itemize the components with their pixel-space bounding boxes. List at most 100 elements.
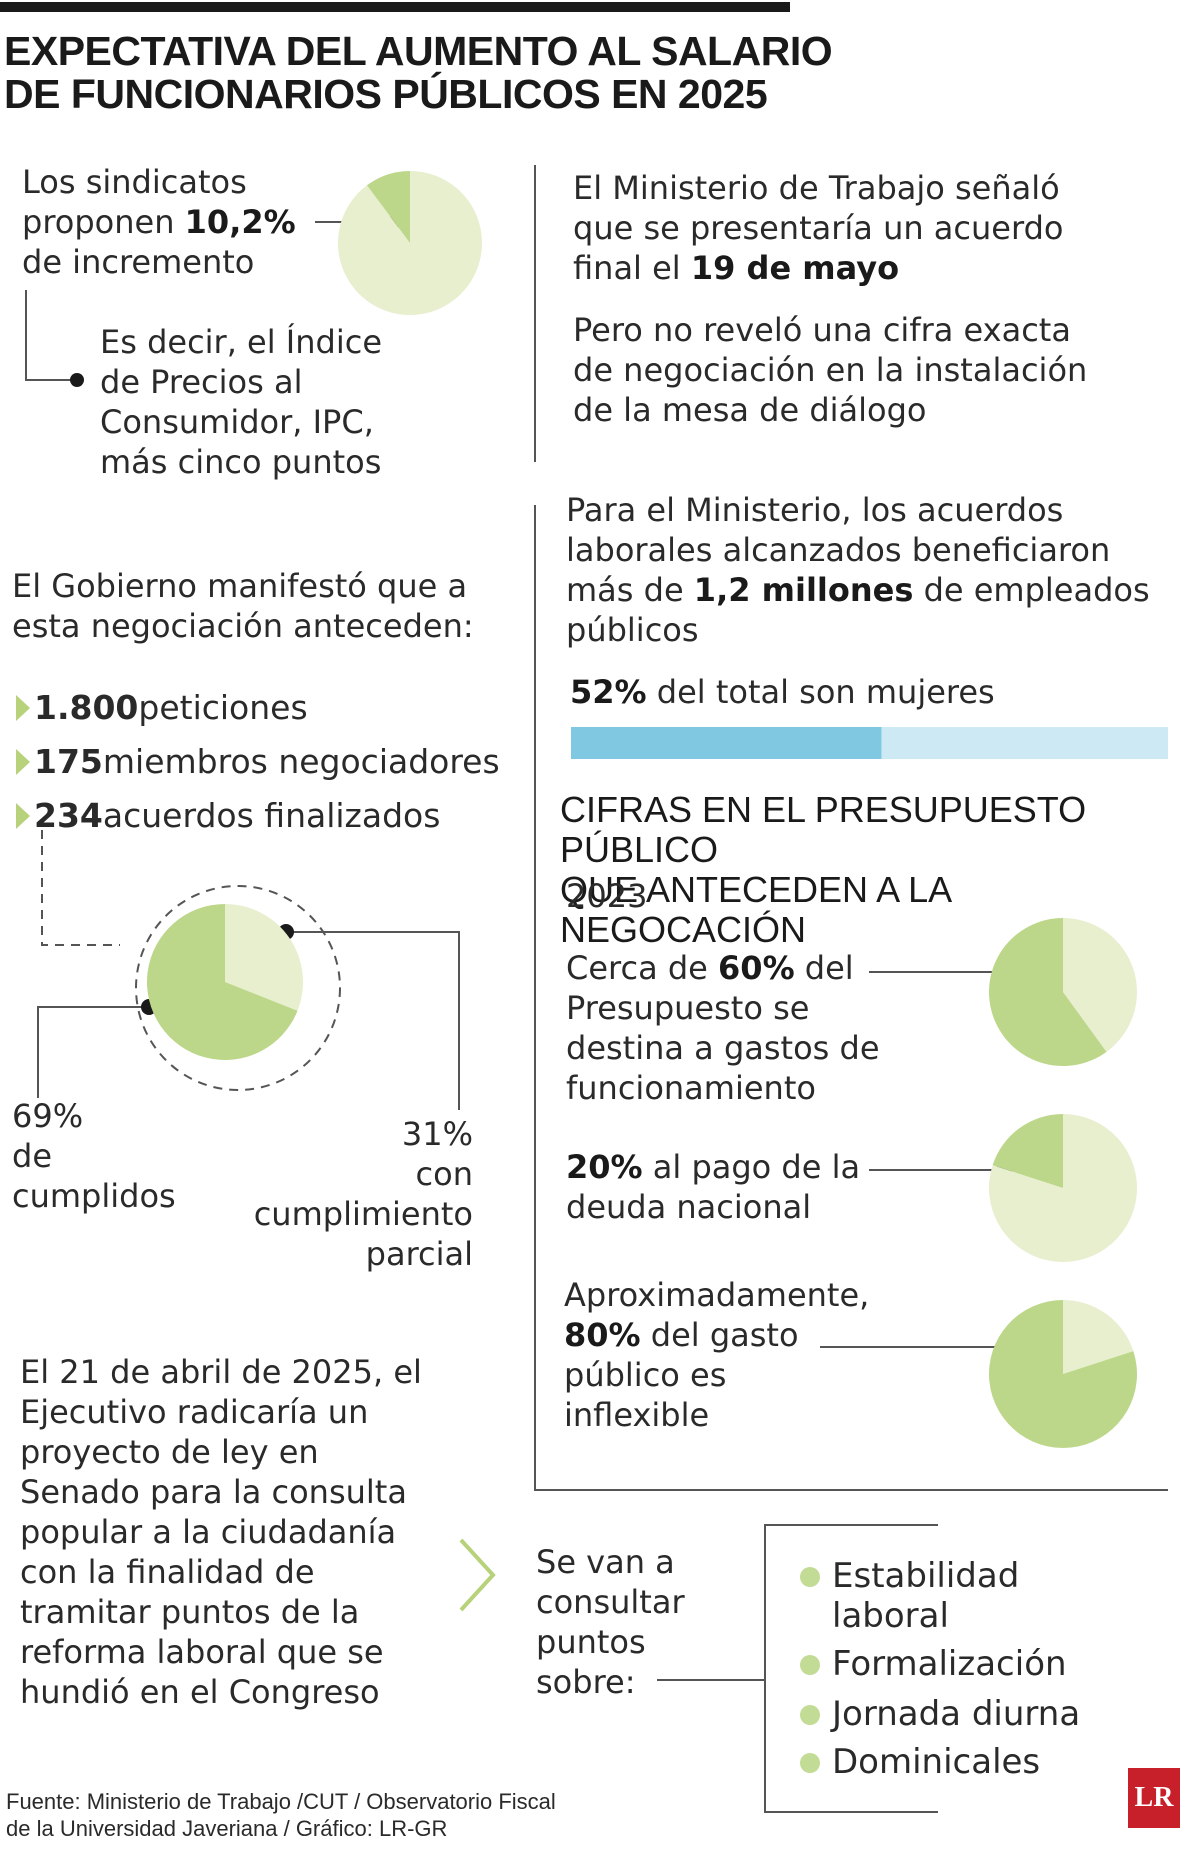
bullet-negotiators: 175 miembros negociadores [16,735,500,789]
bullet-agreements-number: 234 [34,796,103,835]
beneficiaries-line-4: públicos [566,611,699,649]
consult-topics: Estabilidad laboral Formalización Jornad… [800,1556,1090,1782]
partial-percentage: 31% [401,1115,473,1153]
budget-frame [534,505,1168,1491]
budget-item-2-post: al pago de la [642,1148,861,1186]
topic-label: Formalización [832,1644,1067,1684]
consult-lead-line-2: consultar [536,1583,685,1621]
government-line-1: El Gobierno manifestó que a [12,567,468,605]
budget-heading: CIFRAS EN EL PRESUPUESTO PÚBLICO QUE ANT… [560,790,1200,950]
topic-label: Dominicales [832,1742,1041,1782]
budget-year: 2023 [566,877,648,915]
bullet-agreements: 234 acuerdos finalizados [16,789,500,843]
agreements-pie-slice-partial [225,904,303,1011]
beneficiaries-count: 1,2 millones [693,571,914,609]
consult-lead-line-4: sobre: [536,1663,636,1701]
completed-line-2: de [12,1137,52,1175]
budget-item-2-percentage: 20% [566,1148,643,1186]
bullet-dot-icon [800,1753,820,1773]
ipc-line-1: Es decir, el Índice [100,323,382,361]
consult-lead: Se van a consultar puntos sobre: [536,1542,685,1702]
budget-item-3-line-2: 80% del gasto [564,1315,869,1355]
beneficiaries-text: Para el Ministerio, los acuerdos laboral… [566,490,1150,650]
ipc-line-4: más cinco puntos [100,443,382,481]
ministry-line-2: que se presentaría un acuerdo [573,209,1064,247]
partial-label: 31% con cumplimiento parcial [254,1114,473,1274]
bill-line-9: hundió en el Congreso [20,1673,380,1711]
consult-lead-line-1: Se van a [536,1543,675,1581]
partial-line-4: parcial [365,1235,473,1273]
topic-item: Jornada diurna [800,1694,1090,1734]
bullet-dot-icon [800,1705,820,1725]
budget-pie-inflexible-slice-rest [1063,1300,1134,1374]
unions-pie-slice-rest [337,171,482,315]
ministry-p2-line-1: Pero no reveló una cifra exacta [573,311,1071,349]
bullet-arrow-icon [16,803,30,829]
women-percentage: 52% [570,673,647,711]
partial-line-2: con [415,1155,473,1193]
budget-item-3-percentage: 80% [564,1316,641,1354]
bullet-dot-icon [800,1655,820,1675]
beneficiaries-line-3-pre: más de [566,571,694,609]
budget-item-2: 20% al pago de la deuda nacional [566,1147,860,1227]
bullet-arrow-icon [16,749,30,775]
government-text: El Gobierno manifestó que a esta negocia… [12,566,474,646]
title-line-2: DE FUNCIONARIOS PÚBLICOS EN 2025 [4,71,768,117]
budget-item-1: Cerca de 60% del Presupuesto se destina … [566,948,880,1108]
source-line-1: Fuente: Ministerio de Trabajo /CUT / Obs… [6,1789,556,1814]
bullet-dot-icon [800,1567,820,1587]
topic-label: Jornada diurna [832,1694,1081,1734]
bullet-petitions: 1.800 peticiones [16,681,500,735]
completed-percentage: 69% [12,1097,84,1135]
budget-item-2-line-1: 20% al pago de la [566,1147,860,1187]
agreements-ring [135,885,341,1091]
bill-line-6: con la finalidad de [20,1553,315,1591]
unions-line-2: proponen 10,2% [22,202,296,242]
connector-dot-ipc [70,373,84,387]
topics-bracket [764,1524,938,1813]
budget-item-3-post: del gasto [640,1316,799,1354]
ministry-paragraph-2: Pero no reveló una cifra exacta de negoc… [573,310,1087,430]
beneficiaries-line-1: Para el Ministerio, los acuerdos [566,491,1064,529]
connector-ipc [25,290,75,381]
budget-item-3-line-3: público es [564,1356,727,1394]
page-title: EXPECTATIVA DEL AUMENTO AL SALARIO DE FU… [4,28,833,117]
bill-line-1: El 21 de abril de 2025, el [20,1353,422,1391]
budget-item-1-post: del [794,949,854,987]
ipc-line-2: de Precios al [100,363,303,401]
completed-label: 69% de cumplidos [12,1096,176,1216]
connector-partial [286,931,460,1110]
beneficiaries-line-2: laborales alcanzados beneficiaron [566,531,1111,569]
women-bar-fill [571,727,882,759]
budget-item-1-line-2: Presupuesto se [566,989,810,1027]
ministry-line-3-text: final el [573,249,691,287]
ipc-line-3: Consumidor, IPC, [100,403,374,441]
budget-item-3: Aproximadamente, 80% del gasto público e… [564,1275,869,1435]
bullet-petitions-number: 1.800 [34,688,139,727]
agreements-pie-slice-completed [147,904,298,1060]
completed-line-3: cumplidos [12,1177,176,1215]
women-label-text: del total son mujeres [646,673,995,711]
bullet-negotiators-number: 175 [34,742,103,781]
title-line-1: EXPECTATIVA DEL AUMENTO AL SALARIO [4,28,833,74]
source-note: Fuente: Ministerio de Trabajo /CUT / Obs… [6,1788,556,1842]
budget-item-1-line-1: Cerca de 60% del [566,948,880,988]
bill-line-2: Ejecutivo radicaría un [20,1393,369,1431]
top-rule [0,2,790,12]
budget-heading-line-2: QUE ANTECEDEN A LA NEGOCACIÓN [560,869,951,950]
budget-item-1-percentage: 60% [718,949,795,987]
beneficiaries-line-3-post: de empleados [913,571,1150,609]
budget-item-3-line-1: Aproximadamente, [564,1276,870,1314]
unions-text: Los sindicatos proponen 10,2% de increme… [22,162,296,282]
source-line-2: de la Universidad Javeriana / Gráfico: L… [6,1816,448,1841]
unions-pie-slice-main [366,171,410,243]
unions-line-3: de incremento [22,243,255,281]
unions-line-2-text: proponen [22,203,185,241]
ministry-text: El Ministerio de Trabajo señaló que se p… [573,168,1063,288]
bill-line-5: popular a la ciudadanía [20,1513,397,1551]
budget-pie-debt-slice-main [992,1114,1063,1188]
budget-heading-line-1: CIFRAS EN EL PRESUPUESTO PÚBLICO [560,789,1087,870]
bill-line-4: Senado para la consulta [20,1473,407,1511]
ministry-line-3: final el 19 de mayo [573,248,1063,288]
budget-pie-operating-slice-main [989,918,1107,1067]
